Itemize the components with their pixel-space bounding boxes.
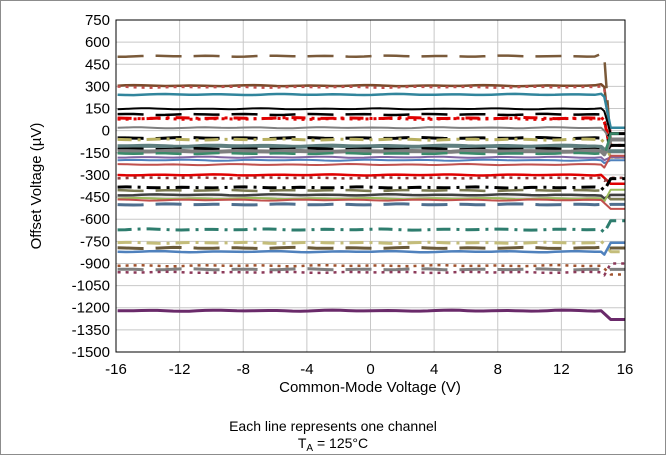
series-line: [117, 92, 625, 129]
y-tick-label: -450: [80, 189, 110, 206]
series-line: [117, 176, 625, 183]
series-line: [117, 155, 625, 162]
series-line: [117, 239, 625, 254]
y-tick-label: -750: [80, 233, 110, 250]
y-tick-label: 150: [85, 101, 110, 118]
series-line: [117, 126, 625, 141]
series-line: [117, 85, 625, 135]
note-line-1: Each line represents one channel: [229, 418, 437, 434]
x-tick-label: -12: [169, 361, 191, 378]
temperature-value: = 125°C: [313, 435, 369, 451]
y-tick-label: -1500: [72, 344, 110, 361]
y-tick-label: -900: [80, 255, 110, 272]
series-line: [117, 137, 625, 157]
x-tick-label: 4: [430, 361, 438, 378]
y-tick-label: -600: [80, 211, 110, 228]
y-tick-label: -1050: [72, 278, 110, 295]
series-line: [117, 107, 625, 135]
series-line: [117, 52, 625, 147]
series-line: [117, 143, 625, 155]
series-line: [117, 158, 625, 165]
x-tick-label: 8: [494, 361, 502, 378]
y-tick-label: -300: [80, 167, 110, 184]
series-line: [117, 173, 625, 186]
y-tick-label: -1200: [72, 300, 110, 317]
series-line: [117, 112, 625, 159]
x-tick-label: 16: [617, 361, 634, 378]
series-line: [117, 308, 625, 321]
temperature-subscript: A: [306, 443, 314, 454]
series-lines: [117, 52, 625, 321]
y-tick-label: 300: [85, 78, 110, 95]
series-line: [117, 245, 625, 252]
series-line: [117, 188, 625, 201]
x-tick-label: -4: [300, 361, 313, 378]
y-tick-labels: 750 600 450 300 150 0 -150 -300 -450 -600 -750 -900…: [72, 12, 110, 361]
series-line: [117, 154, 625, 169]
series-line: [117, 241, 625, 256]
series-line: [117, 132, 625, 143]
series-line: [117, 263, 625, 276]
y-axis-title: Offset Voltage (µV): [28, 123, 45, 250]
plot-area-border: [115, 19, 626, 353]
y-tick-label: 450: [85, 56, 110, 73]
series-line: [117, 219, 625, 234]
y-tick-label: 750: [85, 12, 110, 29]
series-line: [117, 267, 625, 274]
temperature-symbol: T: [297, 435, 307, 451]
x-tick-label: 12: [553, 361, 570, 378]
x-tick-labels: -16 -12 -8 -4 0 4 8 12 16: [105, 361, 633, 378]
y-tick-label: 0: [102, 123, 110, 140]
x-tick-label: -16: [105, 361, 127, 378]
series-line: [117, 202, 625, 209]
series-line: [117, 82, 625, 141]
series-line: [117, 143, 625, 154]
x-axis-title: Common-Mode Voltage (V): [279, 379, 461, 396]
y-tick-label: 600: [85, 34, 110, 51]
series-line: [117, 262, 625, 277]
series-line: [117, 198, 625, 210]
series-line: [117, 193, 625, 200]
series-line: [117, 188, 625, 203]
y-tick-label: -1350: [72, 322, 110, 339]
series-line: [117, 177, 625, 192]
series-line: [117, 115, 625, 153]
series-line: [117, 116, 625, 147]
note-line-2: TA = 125°C: [0, 435, 666, 454]
y-tick-label: -150: [80, 145, 110, 162]
x-tick-label: -8: [237, 361, 250, 378]
series-line: [117, 132, 625, 158]
series-line: [117, 137, 625, 159]
x-tick-label: 0: [366, 361, 374, 378]
